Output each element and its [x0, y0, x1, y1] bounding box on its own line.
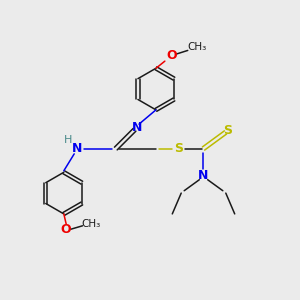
Text: S: S [174, 142, 183, 155]
Text: N: N [198, 169, 209, 182]
Text: CH₃: CH₃ [187, 43, 206, 52]
Text: N: N [131, 121, 142, 134]
Text: O: O [166, 49, 177, 62]
Text: CH₃: CH₃ [81, 219, 100, 229]
Text: S: S [224, 124, 232, 137]
Text: O: O [61, 223, 71, 236]
Text: H: H [64, 135, 72, 145]
Text: N: N [72, 142, 83, 155]
